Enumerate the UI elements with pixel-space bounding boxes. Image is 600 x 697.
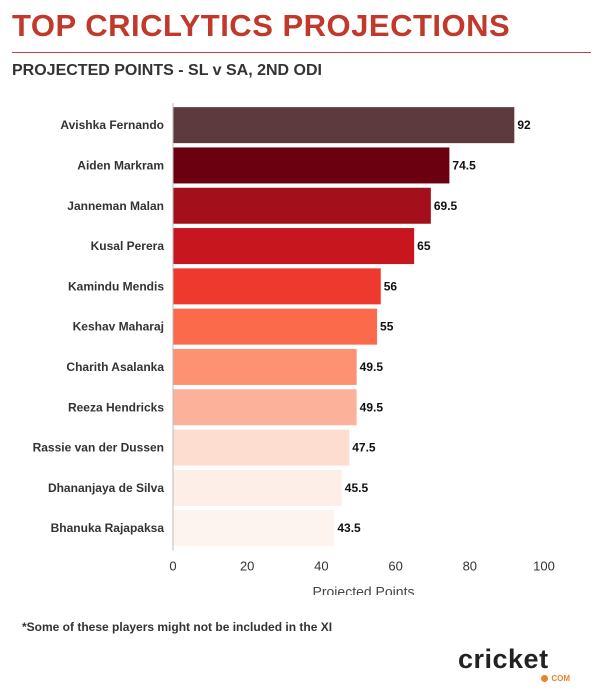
bar bbox=[173, 308, 378, 345]
category-label: Avishka Fernando bbox=[60, 118, 164, 132]
bar bbox=[173, 348, 357, 385]
x-tick-label: 20 bbox=[240, 558, 254, 573]
data-label: 45.5 bbox=[345, 481, 369, 495]
bar bbox=[173, 268, 381, 305]
data-label: 65 bbox=[417, 239, 431, 253]
logo-wordmark: cricket bbox=[458, 644, 549, 674]
logo-dot-icon bbox=[541, 675, 548, 682]
category-label: Kusal Perera bbox=[91, 239, 165, 253]
bar bbox=[173, 510, 335, 547]
x-tick-label: 100 bbox=[533, 558, 555, 573]
x-tick-label: 60 bbox=[388, 558, 402, 573]
bar bbox=[173, 147, 450, 184]
category-label: Charith Asalanka bbox=[66, 360, 164, 374]
category-label: Dhananjaya de Silva bbox=[48, 481, 164, 495]
data-label: 56 bbox=[384, 279, 398, 293]
bar-chart: Avishka Fernando 92 Aiden Markram 74.5 Janne… bbox=[33, 103, 555, 595]
category-label: Reeza Hendricks bbox=[68, 400, 164, 414]
data-label: 49.5 bbox=[360, 360, 384, 374]
data-label: 55 bbox=[380, 320, 394, 334]
chart-subtitle: PROJECTED POINTS - SL v SA, 2ND ODI bbox=[12, 62, 322, 79]
data-label: 43.5 bbox=[337, 521, 361, 535]
category-label: Aiden Markram bbox=[77, 158, 164, 172]
bar bbox=[173, 187, 431, 224]
data-label: 69.5 bbox=[434, 199, 458, 213]
data-label: 47.5 bbox=[352, 441, 376, 455]
x-tick-label: 40 bbox=[314, 558, 328, 573]
data-label: 49.5 bbox=[360, 400, 384, 414]
bar bbox=[173, 469, 342, 506]
title-divider bbox=[12, 52, 591, 53]
data-label: 74.5 bbox=[452, 158, 476, 172]
bar bbox=[173, 107, 515, 144]
cricket-com-logo: cricket COM bbox=[458, 644, 576, 688]
category-label: Janneman Malan bbox=[67, 199, 164, 213]
data-label: 92 bbox=[517, 118, 531, 132]
x-tick-label: 80 bbox=[463, 558, 477, 573]
category-label: Bhanuka Rajapaksa bbox=[51, 521, 165, 535]
category-label: Rassie van der Dussen bbox=[33, 441, 164, 455]
x-axis-label: Projected Points bbox=[313, 583, 415, 595]
logo-suffix: COM bbox=[551, 674, 570, 683]
category-label: Keshav Maharaj bbox=[73, 320, 164, 334]
bar bbox=[173, 429, 350, 466]
category-label: Kamindu Mendis bbox=[68, 279, 164, 293]
page-title: TOP CRICLYTICS PROJECTIONS bbox=[12, 8, 511, 43]
bar bbox=[173, 228, 415, 265]
x-tick-label: 0 bbox=[169, 558, 176, 573]
footnote: *Some of these players might not be incl… bbox=[22, 620, 333, 634]
bar bbox=[173, 389, 357, 426]
